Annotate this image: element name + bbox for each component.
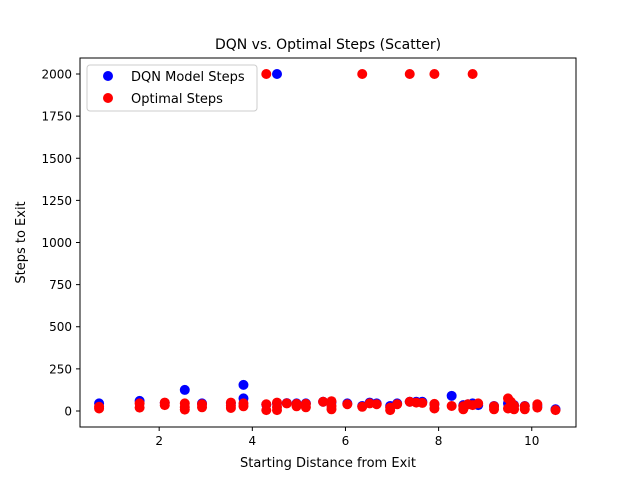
x-tick-label: 4	[248, 434, 256, 448]
optimal-point	[179, 398, 190, 409]
optimal-point	[532, 399, 543, 410]
x-tick-label: 10	[524, 434, 539, 448]
optimal-point	[94, 401, 105, 412]
dqn-point	[272, 69, 282, 80]
optimal-point	[159, 397, 170, 408]
optimal-point	[392, 399, 403, 410]
legend-marker-dqn	[103, 71, 113, 81]
y-tick-label: 500	[49, 320, 72, 334]
optimal-point	[326, 396, 337, 407]
x-tick-label: 6	[342, 434, 350, 448]
y-tick-label: 1250	[41, 194, 72, 208]
optimal-point	[261, 69, 272, 80]
optimal-point	[261, 399, 272, 410]
chart-title: DQN vs. Optimal Steps (Scatter)	[215, 37, 441, 53]
optimal-point	[417, 397, 428, 408]
optimal-point	[404, 69, 415, 80]
optimal-point	[291, 398, 302, 409]
optimal-point	[446, 400, 457, 411]
optimal-point	[225, 397, 236, 408]
y-axis-label: Steps to Exit	[14, 201, 29, 283]
y-tick-label: 250	[49, 362, 72, 376]
x-tick-label: 8	[435, 434, 443, 448]
points-layer	[94, 69, 561, 416]
y-tick-label: 1750	[41, 110, 72, 124]
optimal-point	[467, 69, 478, 80]
optimal-point	[429, 69, 440, 80]
optimal-point	[371, 399, 382, 410]
optimal-point	[489, 401, 500, 412]
optimal-point	[342, 399, 353, 410]
optimal-point	[300, 398, 311, 409]
optimal-point	[429, 398, 440, 409]
y-tick-label: 1000	[41, 236, 72, 250]
optimal-point	[134, 398, 145, 409]
legend-box	[86, 64, 258, 112]
optimal-point	[281, 398, 292, 409]
optimal-point	[357, 401, 368, 412]
optimal-point	[357, 69, 368, 80]
y-tick-label: 2000	[41, 68, 72, 82]
optimal-point	[272, 397, 282, 408]
dqn-point	[238, 379, 249, 390]
optimal-point	[509, 400, 520, 411]
optimal-point	[550, 405, 561, 416]
legend-label-optimal: Optimal Steps	[131, 92, 223, 107]
x-axis-label: Starting Distance from Exit	[240, 456, 416, 471]
dqn-point	[179, 384, 190, 395]
legend-marker-optimal	[103, 93, 113, 103]
optimal-point	[318, 396, 329, 407]
legend-label-dqn: DQN Model Steps	[131, 70, 245, 85]
y-tick-label: 0	[64, 404, 72, 418]
y-tick-label: 1500	[41, 152, 72, 166]
x-tick-label: 2	[155, 434, 163, 448]
optimal-point	[519, 401, 530, 412]
dqn-point	[446, 390, 457, 401]
optimal-point	[238, 398, 249, 409]
optimal-point	[473, 398, 484, 409]
legend: DQN Model Steps Optimal Steps	[86, 64, 258, 112]
y-axis-ticks: 0 250 500 750 1000 1250 1500 1750 2000	[41, 68, 80, 418]
x-axis-ticks: 2 4 6 8 10	[155, 427, 539, 448]
optimal-point	[197, 399, 208, 410]
y-tick-label: 750	[49, 278, 72, 292]
